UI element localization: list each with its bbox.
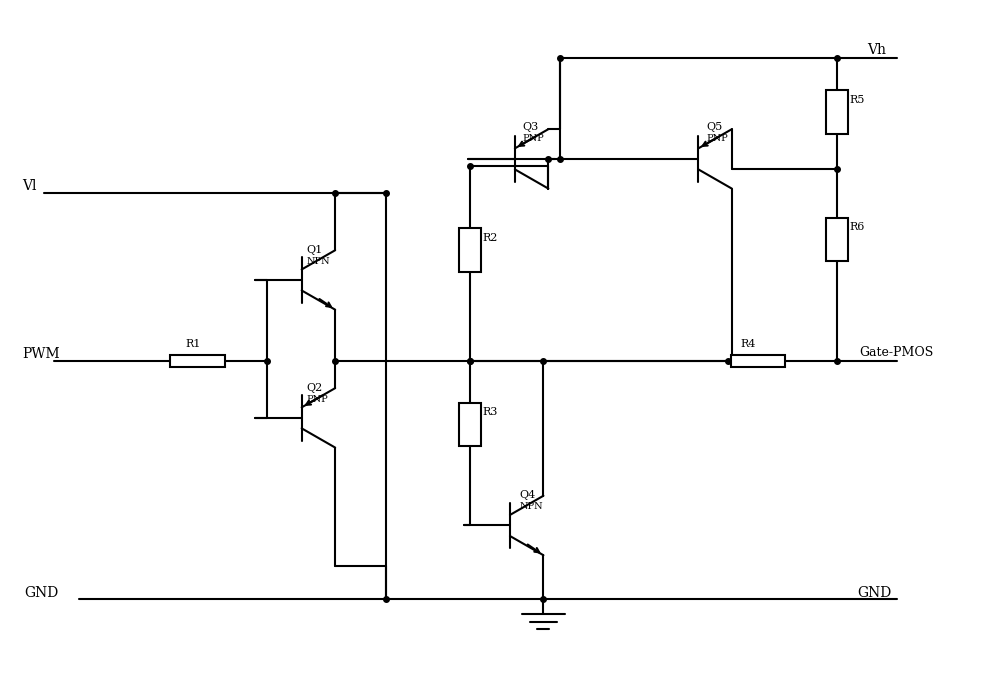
Text: Q5: Q5 (706, 122, 723, 131)
Bar (731, 355, 785, 367)
Bar (170, 355, 225, 367)
Text: Q3: Q3 (523, 122, 539, 131)
Text: R5: R5 (849, 95, 864, 105)
Text: Q1: Q1 (307, 244, 323, 255)
Text: Vl: Vl (22, 179, 37, 193)
Text: Vh: Vh (867, 43, 886, 57)
Bar (459, 228, 481, 272)
Text: NPN: NPN (520, 502, 543, 511)
Text: PNP: PNP (307, 394, 328, 404)
Text: Q2: Q2 (307, 383, 323, 392)
Text: R6: R6 (849, 223, 864, 232)
Text: PNP: PNP (523, 134, 545, 143)
Bar (826, 90, 848, 133)
Text: PWM: PWM (22, 347, 60, 361)
Text: R1: R1 (186, 339, 201, 349)
Bar (459, 402, 481, 447)
Text: NPN: NPN (307, 257, 330, 266)
Text: Gate-PMOS: Gate-PMOS (859, 346, 933, 359)
Text: Q4: Q4 (520, 490, 536, 501)
Text: R2: R2 (482, 233, 498, 242)
Text: PNP: PNP (706, 134, 728, 143)
Text: GND: GND (24, 586, 58, 600)
Text: GND: GND (857, 586, 891, 600)
Bar (826, 218, 848, 262)
Text: R4: R4 (740, 339, 755, 349)
Text: R3: R3 (482, 407, 498, 417)
